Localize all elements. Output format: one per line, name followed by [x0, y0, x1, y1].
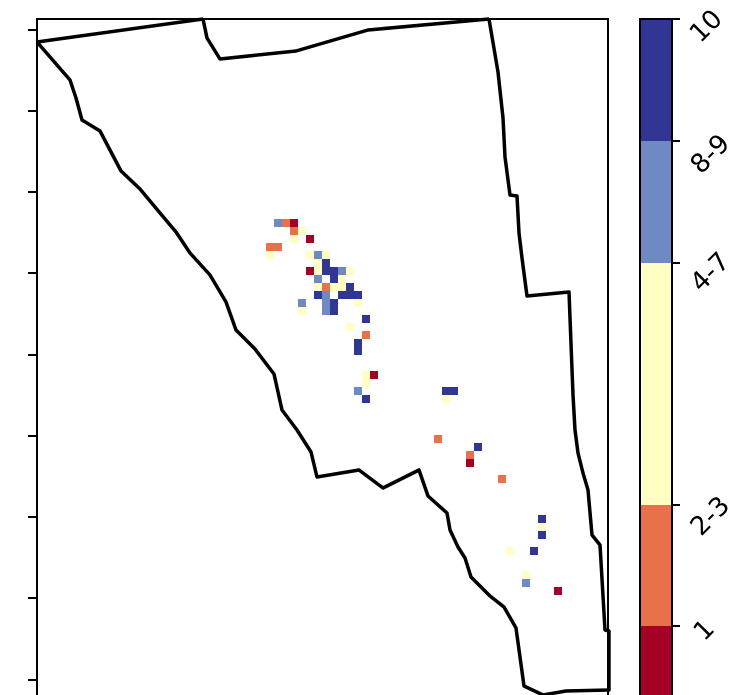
data-cell — [338, 275, 346, 283]
data-cell — [338, 283, 346, 291]
data-cell — [314, 267, 322, 275]
data-cell — [266, 251, 274, 259]
data-cells — [266, 219, 562, 595]
legend-label-4-7: 4-7 — [685, 247, 736, 298]
data-cell — [322, 307, 330, 315]
data-cell — [498, 475, 506, 483]
data-cell — [322, 283, 330, 291]
data-cell — [274, 219, 282, 227]
data-cell — [522, 579, 530, 587]
data-cell — [530, 547, 538, 555]
legend-swatch-10 — [640, 19, 672, 141]
data-cell — [306, 267, 314, 275]
data-cell — [434, 435, 442, 443]
data-cell — [538, 515, 546, 523]
data-cell — [322, 291, 330, 299]
data-cell — [346, 291, 354, 299]
data-cell — [298, 307, 306, 315]
data-cell — [338, 267, 346, 275]
legend-frame — [639, 18, 673, 695]
data-cell — [354, 299, 362, 307]
data-cell — [290, 219, 298, 227]
data-cell — [346, 323, 354, 331]
data-cell — [362, 371, 370, 379]
legend-colorbar: 10 8-9 4-7 2-3 1 — [639, 4, 736, 695]
map-frame — [36, 18, 609, 695]
data-cell — [354, 387, 362, 395]
data-cell — [330, 299, 338, 307]
data-cell — [362, 379, 370, 387]
data-cell — [354, 291, 362, 299]
data-cell — [474, 443, 482, 451]
legend-label-1: 1 — [688, 614, 721, 647]
region-boundary-north — [36, 17, 490, 61]
data-cell — [330, 275, 338, 283]
data-cell — [538, 531, 546, 539]
data-cell — [322, 259, 330, 267]
data-cell — [322, 251, 330, 259]
data-cell — [538, 523, 546, 531]
data-cell — [346, 283, 354, 291]
legend-label-8-9: 8-9 — [685, 129, 736, 180]
data-cell — [290, 227, 298, 235]
data-cell — [554, 587, 562, 595]
data-cell — [314, 291, 322, 299]
data-cell — [322, 299, 330, 307]
data-cell — [282, 219, 290, 227]
legend-label-10: 10 — [684, 4, 729, 49]
data-cell — [442, 387, 450, 395]
data-cell — [298, 299, 306, 307]
data-cell — [466, 451, 474, 459]
data-cell — [330, 267, 338, 275]
data-cell — [362, 315, 370, 323]
data-cell — [370, 371, 378, 379]
data-cell — [306, 235, 314, 243]
data-cell — [338, 291, 346, 299]
legend-swatch-2-3 — [640, 505, 672, 626]
legend-swatch-8-9 — [640, 141, 672, 263]
data-cell — [330, 283, 338, 291]
data-cell — [266, 243, 274, 251]
data-cell — [346, 267, 354, 275]
left-axis-ticks — [28, 29, 37, 681]
data-cell — [306, 251, 314, 259]
data-cell — [290, 235, 298, 243]
legend-swatch-1 — [640, 626, 672, 695]
data-cell — [298, 227, 306, 235]
data-cell — [330, 307, 338, 315]
data-cell — [322, 267, 330, 275]
data-cell — [450, 387, 458, 395]
data-cell — [442, 395, 450, 403]
data-cell — [314, 283, 322, 291]
data-cell — [362, 395, 370, 403]
data-cell — [354, 347, 362, 355]
data-cell — [522, 571, 530, 579]
legend-label-2-3: 2-3 — [685, 491, 736, 542]
data-cell — [314, 259, 322, 267]
data-cell — [314, 275, 322, 283]
data-cell — [506, 547, 514, 555]
data-cell — [466, 459, 474, 467]
data-cell — [274, 243, 282, 251]
legend-swatch-4-7 — [640, 263, 672, 505]
data-cell — [362, 331, 370, 339]
data-cell — [354, 339, 362, 347]
region-boundary — [35, 18, 611, 695]
data-cell — [314, 251, 322, 259]
